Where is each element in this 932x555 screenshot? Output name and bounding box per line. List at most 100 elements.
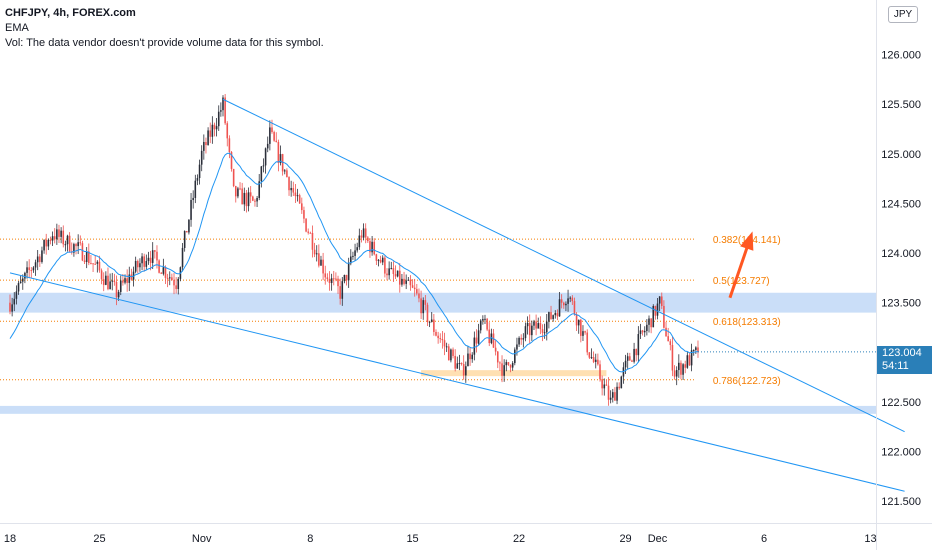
candle-body: [332, 278, 335, 280]
candle-body: [58, 229, 60, 237]
time-axis-tick: 8: [307, 533, 313, 545]
candle-body: [384, 257, 386, 274]
candle-body: [690, 350, 693, 366]
candle-body: [386, 273, 388, 276]
candle-body: [168, 277, 171, 279]
price-axis-tick: 125.000: [881, 149, 921, 161]
candle-body: [335, 278, 337, 280]
candle-body: [394, 274, 397, 277]
candle-body: [117, 291, 120, 298]
candle-body: [639, 330, 642, 335]
price-axis-tick: 124.500: [881, 198, 921, 210]
ema-indicator-label[interactable]: EMA: [5, 22, 29, 34]
candle-body: [149, 257, 152, 263]
candle-body: [516, 344, 518, 350]
ema-line: [9, 152, 698, 373]
time-axis-tick: Nov: [192, 533, 212, 545]
candle-body: [209, 130, 212, 137]
time-axis-tick: 13: [864, 533, 876, 545]
candle-body: [81, 243, 84, 261]
price-axis-tick: 124.000: [881, 248, 921, 260]
candle-body: [554, 312, 557, 316]
candle-body: [575, 314, 578, 326]
candle-body: [13, 298, 16, 305]
candle-body: [550, 312, 552, 320]
candle-body: [479, 320, 482, 331]
candle-body: [21, 278, 24, 282]
candle-body: [524, 326, 527, 339]
candle-body: [56, 229, 58, 240]
candle-body: [533, 321, 535, 326]
candle-body: [288, 177, 290, 191]
candle-body: [311, 233, 314, 250]
candle-body: [405, 280, 407, 284]
candle-body: [580, 319, 582, 336]
candle-body: [588, 352, 591, 358]
candle-body: [53, 236, 56, 240]
candle-body: [17, 283, 20, 292]
currency-badge[interactable]: JPY: [888, 6, 918, 23]
candle-body: [567, 298, 569, 304]
candle-body: [569, 297, 571, 299]
candle-body: [45, 239, 48, 247]
candle-body: [264, 148, 267, 166]
candle-body: [528, 323, 531, 336]
candle-body: [88, 251, 90, 264]
candle-body: [230, 152, 233, 169]
candle-body: [347, 263, 350, 281]
candle-body: [477, 330, 480, 344]
candle-body: [460, 363, 463, 365]
candle-body: [28, 267, 30, 271]
candle-body: [60, 230, 62, 237]
candle-body: [631, 360, 633, 362]
time-axis-tick: 6: [761, 533, 767, 545]
symbol-title[interactable]: CHFJPY, 4h, FOREX.com: [5, 7, 136, 19]
candle-body: [119, 280, 122, 292]
candle-body: [607, 385, 610, 400]
candle-body: [228, 138, 231, 153]
candle-body: [32, 267, 35, 271]
candle-body: [205, 141, 207, 146]
candle-body: [362, 228, 365, 238]
candle-body: [318, 253, 320, 266]
candles-group: [9, 93, 699, 406]
candle-body: [252, 196, 254, 201]
candle-body: [290, 187, 292, 191]
candle-body: [616, 386, 618, 401]
candle-body: [609, 397, 612, 400]
candle-body: [245, 192, 248, 207]
candle-body: [107, 275, 109, 290]
candle-body: [322, 259, 324, 274]
candle-body: [41, 250, 43, 262]
candle-body: [156, 251, 158, 261]
fib-level-label: 0.786(122.723): [713, 376, 781, 387]
time-axis-tick: 29: [619, 533, 631, 545]
candle-body: [398, 270, 401, 285]
candle-body: [24, 272, 26, 279]
candle-body: [467, 353, 469, 367]
candle-body: [143, 256, 145, 267]
candle-body: [39, 256, 41, 262]
candle-body: [226, 123, 229, 139]
candle-body: [462, 364, 465, 376]
candle-body: [458, 363, 461, 365]
candle-body: [324, 273, 327, 278]
candle-body: [262, 165, 265, 167]
candle-body: [9, 302, 11, 312]
candle-body: [62, 230, 65, 245]
candle-body: [188, 219, 190, 233]
candle-body: [492, 333, 495, 348]
candle-body: [307, 231, 309, 233]
candle-body: [624, 360, 627, 368]
candle-body: [377, 259, 380, 261]
time-axis-tick: 15: [406, 533, 418, 545]
volume-indicator-label[interactable]: Vol: The data vendor doesn't provide vol…: [5, 37, 324, 49]
candle-body: [237, 188, 239, 197]
candle-body: [294, 192, 297, 197]
candle-body: [450, 349, 452, 361]
candle-body: [51, 236, 54, 241]
candle-body: [643, 330, 646, 333]
current-price-tag: 123.004 54:11: [877, 346, 932, 374]
